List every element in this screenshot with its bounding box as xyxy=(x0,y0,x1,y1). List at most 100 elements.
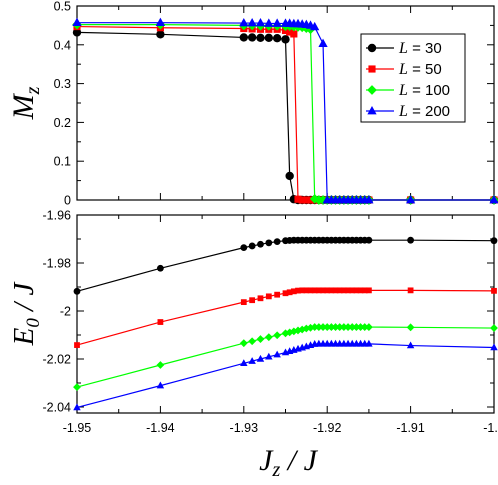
y-tick-label: 0.1 xyxy=(54,155,71,169)
data-point xyxy=(256,354,265,362)
bottom-y-axis-label: E0 / J xyxy=(8,282,44,347)
data-point xyxy=(307,287,314,294)
data-point xyxy=(366,287,372,294)
legend-marker xyxy=(368,65,376,73)
legend-marker xyxy=(367,43,377,53)
data-point xyxy=(407,236,414,244)
legend-label: L = 200 xyxy=(398,103,450,120)
data-point xyxy=(339,323,348,331)
data-point xyxy=(302,196,310,204)
data-point xyxy=(265,293,272,300)
energy-panel: -2.04-2.02-2-1.98-1.96 -1.95 -1.94 -1.93 -1… xyxy=(8,209,498,482)
data-point xyxy=(156,361,165,369)
data-point xyxy=(356,323,365,331)
y-tick-label: -1.96 xyxy=(43,209,72,223)
legend-label: L = 30 xyxy=(398,40,442,57)
data-point xyxy=(281,35,290,44)
data-point xyxy=(72,17,82,27)
x-tick-label: -1.9 xyxy=(483,421,498,435)
data-point xyxy=(274,291,281,298)
legend-box xyxy=(360,33,466,123)
data-point xyxy=(264,33,274,43)
data-point xyxy=(248,357,256,364)
data-point xyxy=(272,18,282,27)
data-point xyxy=(406,323,415,332)
data-point xyxy=(489,194,498,204)
data-point xyxy=(285,171,294,181)
bottom-series-group xyxy=(73,236,498,411)
data-point xyxy=(295,287,301,294)
data-point xyxy=(282,290,289,297)
series-l-50 xyxy=(74,287,497,348)
y-tick-label: 0.4 xyxy=(54,38,71,52)
data-point xyxy=(156,381,165,389)
data-point xyxy=(290,30,298,38)
data-point xyxy=(264,18,274,27)
data-point xyxy=(273,350,281,358)
data-point xyxy=(239,33,248,42)
data-point xyxy=(239,18,249,27)
data-point xyxy=(286,28,294,36)
data-point xyxy=(306,196,315,204)
data-point xyxy=(365,339,373,347)
data-point xyxy=(490,237,498,245)
data-point xyxy=(73,287,81,295)
bottom-plot-frame xyxy=(76,214,495,414)
series-l-200 xyxy=(72,17,498,204)
data-point xyxy=(364,323,373,331)
data-point xyxy=(299,287,306,294)
legend-label: L = 50 xyxy=(398,61,442,78)
data-point xyxy=(240,244,248,252)
y-tick-label: -2.02 xyxy=(43,353,72,367)
data-point xyxy=(323,323,332,331)
data-point xyxy=(73,383,81,391)
data-point xyxy=(248,337,257,346)
y-tick-label: 0.3 xyxy=(54,77,71,91)
x-axis-label: Jz / J xyxy=(259,444,318,481)
data-point xyxy=(273,238,281,246)
data-point xyxy=(157,319,164,325)
data-point xyxy=(247,33,257,42)
y-tick-label: -1.98 xyxy=(43,257,72,271)
data-point xyxy=(257,295,264,302)
data-point xyxy=(407,287,414,294)
data-point xyxy=(318,38,328,47)
data-point xyxy=(490,343,498,351)
data-point xyxy=(157,264,164,272)
data-point xyxy=(348,323,357,331)
data-point xyxy=(310,21,320,31)
data-point xyxy=(336,287,343,294)
data-point xyxy=(490,324,498,332)
x-tick-label: -1.92 xyxy=(313,421,342,435)
data-point xyxy=(328,287,335,294)
data-point xyxy=(344,323,352,331)
data-point xyxy=(319,323,327,331)
top-y-axis-label: Mz xyxy=(7,86,44,120)
data-point xyxy=(357,287,364,294)
data-point xyxy=(340,287,347,294)
x-tick-label: -1.95 xyxy=(63,421,92,435)
x-tick-label: -1.91 xyxy=(396,421,425,435)
data-point xyxy=(240,299,247,306)
data-point xyxy=(360,323,369,331)
data-point xyxy=(281,329,290,338)
legend-marker xyxy=(367,105,377,115)
data-point xyxy=(298,196,306,204)
y-tick-label: -2 xyxy=(60,305,71,319)
data-point xyxy=(320,287,326,294)
series-l-200 xyxy=(73,339,498,411)
x-tick-label: -1.93 xyxy=(230,421,259,435)
data-point xyxy=(247,18,257,27)
data-point xyxy=(365,236,373,244)
series-l-30 xyxy=(73,236,498,295)
y-tick-label: 0.5 xyxy=(54,0,71,14)
data-point xyxy=(327,323,336,331)
data-point xyxy=(248,242,256,250)
data-point xyxy=(324,287,331,294)
bottom-x-ticks: -1.95 -1.94 -1.93 -1.92 -1.91 -1.9 xyxy=(63,215,498,435)
data-point xyxy=(331,323,340,331)
data-point xyxy=(273,331,282,340)
top-y-ticks: 0 0.1 0.2 0.3 0.4 0.5 xyxy=(54,0,494,208)
data-point xyxy=(265,352,273,360)
